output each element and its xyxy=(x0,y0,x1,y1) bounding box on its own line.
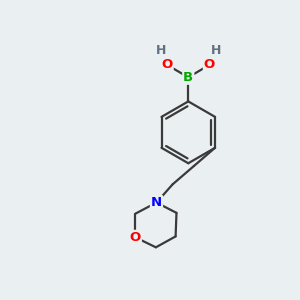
Text: N: N xyxy=(151,196,162,209)
Text: H: H xyxy=(155,44,166,57)
Text: O: O xyxy=(130,231,141,244)
Text: H: H xyxy=(211,44,221,57)
Text: B: B xyxy=(183,71,193,84)
Text: O: O xyxy=(204,58,215,71)
Text: O: O xyxy=(161,58,173,71)
